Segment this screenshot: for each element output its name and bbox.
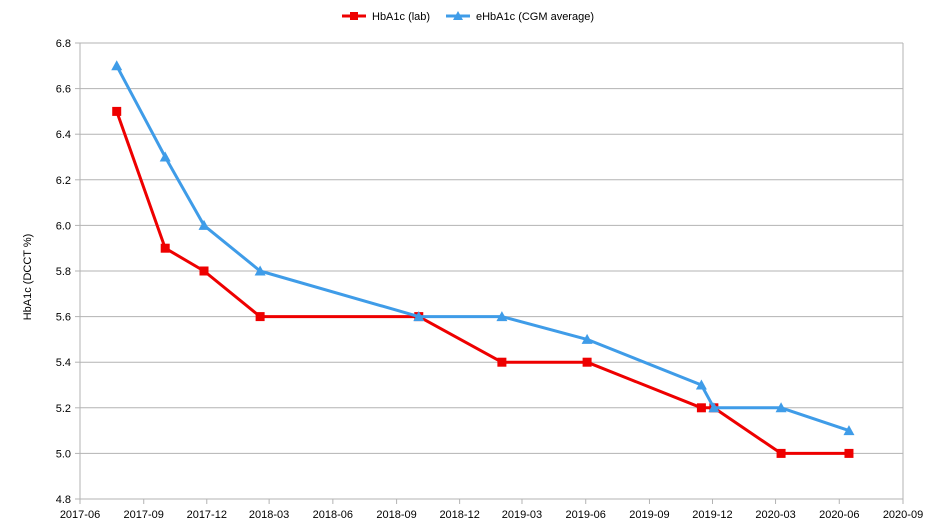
data-point <box>413 311 425 322</box>
y-tick-label: 6.8 <box>56 38 71 50</box>
x-tick-label: 2019-12 <box>692 509 732 521</box>
data-point <box>111 60 123 71</box>
y-tick-label: 6.4 <box>56 129 71 141</box>
series <box>111 60 855 458</box>
data-point <box>496 311 508 322</box>
axes: 4.8 5.0 5.2 5.4 5.6 5.8 6.0 6.2 6.4 6.6 6.8 2017-06… <box>56 38 923 521</box>
x-tick-label: 2017-09 <box>124 509 164 521</box>
y-axis-title: HbA1c (DCCT %) <box>22 234 34 321</box>
data-point <box>843 425 855 436</box>
legend-item-lab: HbA1c (lab) <box>342 11 430 23</box>
y-tick-label: 6.0 <box>56 220 71 232</box>
data-point <box>199 266 209 276</box>
x-tick-label: 2017-12 <box>187 509 227 521</box>
data-point <box>695 379 707 390</box>
x-tick-label: 2017-06 <box>60 509 100 521</box>
x-tick-label: 2019-03 <box>502 509 542 521</box>
x-tick-label: 2019-06 <box>566 509 606 521</box>
data-point <box>708 402 720 413</box>
data-point <box>160 243 170 253</box>
data-point <box>696 403 706 413</box>
legend-label-cgm: eHbA1c (CGM average) <box>476 11 594 23</box>
data-point <box>581 333 593 344</box>
x-tick-label: 2018-03 <box>249 509 289 521</box>
x-tick-label: 2020-09 <box>883 509 923 521</box>
legend: HbA1c (lab) eHbA1c (CGM average) <box>342 11 594 23</box>
series-line <box>115 110 849 455</box>
data-point <box>255 312 265 322</box>
data-point <box>775 402 787 413</box>
data-point <box>159 151 171 162</box>
data-point <box>844 448 854 458</box>
x-tick-label: 2018-12 <box>439 509 479 521</box>
x-tick-label: 2018-09 <box>376 509 416 521</box>
series-line <box>115 65 850 433</box>
data-point <box>582 357 592 367</box>
y-tick-label: 6.6 <box>56 84 71 96</box>
x-tick-label: 2020-06 <box>819 509 859 521</box>
series-1 <box>111 60 855 436</box>
legend-label-lab: HbA1c (lab) <box>372 11 430 23</box>
y-tick-label: 5.6 <box>56 312 71 324</box>
x-tick-label: 2018-06 <box>313 509 353 521</box>
data-point <box>497 357 507 367</box>
legend-swatch-lab-marker <box>350 12 358 20</box>
data-point <box>254 265 266 276</box>
y-tick-label: 5.0 <box>56 448 71 460</box>
y-tick-label: 5.4 <box>56 357 71 369</box>
data-point <box>198 219 210 230</box>
y-tick-label: 5.2 <box>56 403 71 415</box>
gridlines <box>80 42 904 500</box>
legend-swatch-cgm-marker <box>453 11 463 20</box>
data-point <box>112 106 122 116</box>
x-tick-label: 2020-03 <box>755 509 795 521</box>
x-tick-label: 2019-09 <box>629 509 669 521</box>
y-tick-label: 6.2 <box>56 175 71 187</box>
y-tick-label: 5.8 <box>56 266 71 278</box>
legend-item-cgm: eHbA1c (CGM average) <box>446 11 594 23</box>
y-tick-label: 4.8 <box>56 494 71 506</box>
data-point <box>776 448 786 458</box>
series-0 <box>112 106 854 458</box>
